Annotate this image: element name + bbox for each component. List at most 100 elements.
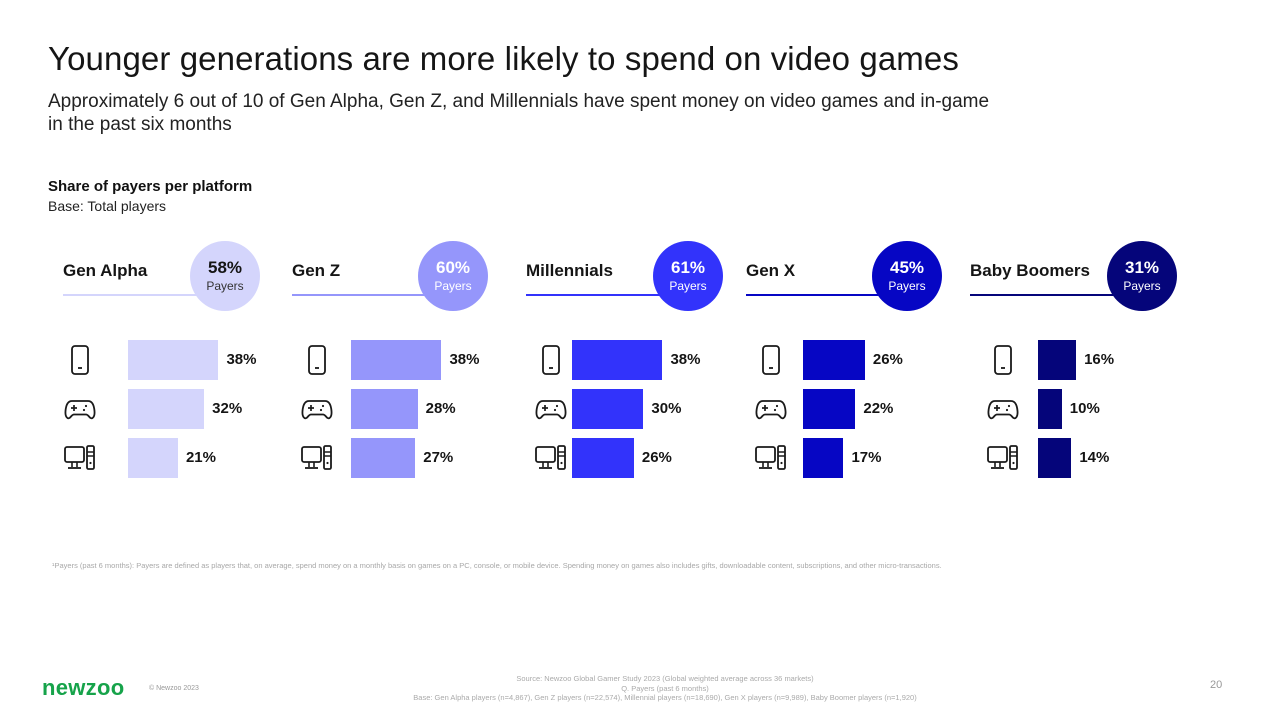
bar-value-label: 38%: [670, 351, 701, 368]
page-number: 20: [1210, 679, 1223, 691]
page-subtitle: Approximately 6 out of 10 of Gen Alpha, …: [48, 91, 990, 135]
generation-underline: [746, 294, 891, 296]
bar-value-label: 26%: [641, 449, 672, 466]
platform-row-mobile: 26%: [731, 340, 961, 380]
payers-total-value: 58%: [207, 258, 243, 277]
bar-gen-alpha-mobile: [128, 340, 219, 380]
smartphone-icon: [63, 344, 97, 376]
generation-label: Gen Alpha: [63, 261, 148, 280]
platform-row-pc: 14%: [955, 438, 1185, 478]
generation-underline: [970, 294, 1125, 296]
platform-row-mobile: 38%: [48, 340, 278, 380]
bar-gen-z-pc: [351, 438, 416, 478]
platform-row-mobile: 16%: [955, 340, 1185, 380]
bar-value-label: 38%: [226, 351, 257, 368]
chart-title: Share of payers per platform: [48, 178, 253, 195]
payers-label: Payers: [206, 279, 244, 293]
payers-label: Payers: [434, 279, 472, 293]
bar-value-label: 32%: [212, 400, 243, 417]
bar-value-label: 17%: [851, 449, 882, 466]
smartphone-icon: [300, 344, 334, 376]
bar-gen-z-mobile: [351, 340, 442, 380]
platform-row-mobile: 38%: [277, 340, 507, 380]
generation-underline: [63, 294, 208, 296]
payers-label: Payers: [888, 279, 926, 293]
generation-group-gen-x: Gen X 45% Payers 26% 22% 17%: [731, 240, 961, 490]
question-line: Q. Payers (past 6 months): [621, 683, 709, 693]
bar-gen-z-console: [351, 389, 418, 429]
bar-value-label: 21%: [185, 449, 216, 466]
bar-millennials-console: [572, 389, 644, 429]
bar-baby-boomers-mobile: [1038, 340, 1077, 380]
chart-base-note: Base: Total players: [48, 198, 167, 214]
bar-millennials-mobile: [572, 340, 663, 380]
platform-row-console: 32%: [48, 389, 278, 429]
desktop-pc-icon: [63, 442, 97, 474]
desktop-pc-icon: [300, 442, 334, 474]
bar-millennials-pc: [572, 438, 634, 478]
bar-gen-x-console: [803, 389, 856, 429]
base-line: Base: Gen Alpha players (n=4,867), Gen Z…: [413, 693, 917, 702]
bar-value-label: 27%: [423, 449, 454, 466]
payers-total-value: 60%: [435, 258, 471, 277]
gamepad-icon: [300, 393, 334, 425]
payers-badge: 31% Payers: [1107, 241, 1177, 311]
generation-label: Gen X: [746, 261, 796, 280]
payers-badge: 60% Payers: [418, 241, 488, 311]
payers-total-value: 61%: [670, 258, 706, 277]
bar-gen-x-mobile: [803, 340, 865, 380]
platform-row-pc: 21%: [48, 438, 278, 478]
bar-value-label: 22%: [863, 400, 894, 417]
bar-value-label: 10%: [1069, 400, 1100, 417]
smartphone-icon: [754, 344, 788, 376]
generation-group-gen-z: Gen Z 60% Payers 38% 28% 27%: [277, 240, 507, 490]
page-title: Younger generations are more likely to s…: [48, 40, 959, 77]
platform-row-console: 30%: [511, 389, 741, 429]
bar-value-label: 26%: [872, 351, 903, 368]
generation-label: Millennials: [526, 261, 613, 280]
generation-label: Gen Z: [292, 261, 341, 280]
payers-badge: 45% Payers: [872, 241, 942, 311]
bar-gen-x-pc: [803, 438, 844, 478]
payers-total-value: 31%: [1124, 258, 1160, 277]
bar-value-label: 14%: [1079, 449, 1110, 466]
generation-group-baby-boomers: Baby Boomers 31% Payers 16% 10% 14%: [955, 240, 1185, 490]
payers-label: Payers: [669, 279, 707, 293]
bar-baby-boomers-pc: [1038, 438, 1072, 478]
gamepad-icon: [63, 393, 97, 425]
platform-row-pc: 17%: [731, 438, 961, 478]
source-line: Source: Newzoo Global Gamer Study 2023 (…: [516, 674, 814, 683]
platform-row-console: 10%: [955, 389, 1185, 429]
desktop-pc-icon: [986, 442, 1020, 474]
bar-gen-alpha-pc: [128, 438, 178, 478]
bar-baby-boomers-console: [1038, 389, 1062, 429]
bar-value-label: 38%: [449, 351, 480, 368]
payers-badge: 58% Payers: [190, 241, 260, 311]
platform-row-mobile: 38%: [511, 340, 741, 380]
bar-value-label: 30%: [651, 400, 682, 417]
bar-value-label: 28%: [425, 400, 456, 417]
gamepad-icon: [754, 393, 788, 425]
platform-row-console: 22%: [731, 389, 961, 429]
source-note: Source: Newzoo Global Gamer Study 2023 (…: [400, 674, 930, 703]
newzoo-logo: newzoo: [42, 675, 125, 700]
generation-group-gen-alpha: Gen Alpha 58% Payers 38% 32% 21%: [48, 240, 278, 490]
platform-row-pc: 27%: [277, 438, 507, 478]
footnote: ¹Payers (past 6 months): Payers are defi…: [52, 561, 942, 570]
desktop-pc-icon: [534, 442, 568, 474]
payers-label: Payers: [1123, 279, 1161, 293]
gamepad-icon: [534, 393, 568, 425]
generation-label: Baby Boomers: [970, 261, 1090, 280]
bar-gen-alpha-console: [128, 389, 205, 429]
smartphone-icon: [986, 344, 1020, 376]
generation-group-millennials: Millennials 61% Payers 38% 30% 26%: [511, 240, 741, 490]
generation-underline: [292, 294, 437, 296]
generation-underline: [526, 294, 671, 296]
bar-value-label: 16%: [1084, 351, 1115, 368]
platform-row-pc: 26%: [511, 438, 741, 478]
payers-badge: 61% Payers: [653, 241, 723, 311]
gamepad-icon: [986, 393, 1020, 425]
copyright: © Newzoo 2023: [149, 685, 199, 692]
platform-row-console: 28%: [277, 389, 507, 429]
smartphone-icon: [534, 344, 568, 376]
